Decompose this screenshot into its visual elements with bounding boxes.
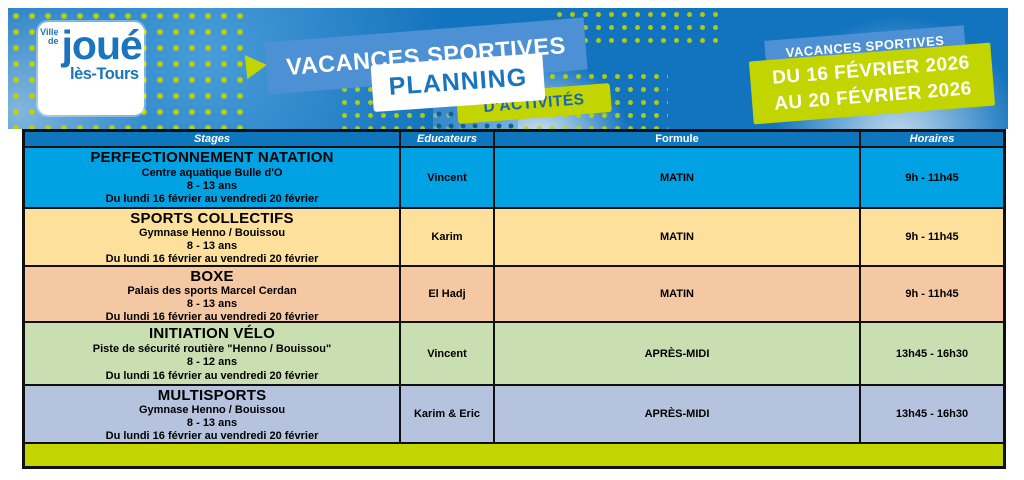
logo-top: Ville de joué bbox=[38, 22, 144, 69]
stage-location: Palais des sports Marcel Cerdan bbox=[127, 285, 297, 298]
stage-ages: 8 - 13 ans bbox=[186, 297, 238, 310]
logo-ville-de: Ville de bbox=[40, 27, 59, 47]
logo-de-label: de bbox=[48, 36, 59, 47]
stage-period: Du lundi 16 février au vendredi 20 févri… bbox=[105, 310, 319, 323]
stage-ages: 8 - 13 ans bbox=[186, 239, 238, 252]
header-banner: Ville de joué lès-Tours VACANCES SPORTIV… bbox=[8, 8, 1008, 129]
horaires-cell: 13h45 - 16h30 bbox=[861, 386, 1003, 442]
stage-location: Centre aquatique Bulle d'O bbox=[141, 166, 283, 179]
educator-cell: Karim bbox=[401, 209, 493, 265]
stage-ages: 8 - 13 ans bbox=[186, 416, 238, 429]
formule-cell: MATIN bbox=[495, 209, 859, 265]
logo-ville-label: Ville bbox=[40, 27, 59, 37]
stage-title: PERFECTIONNEMENT NATATION bbox=[90, 149, 334, 167]
stage-cell: PERFECTIONNEMENT NATATION Centre aquatiq… bbox=[25, 148, 399, 207]
stage-title: INITIATION VÉLO bbox=[148, 324, 276, 342]
column-header-educateurs: Educateurs bbox=[401, 132, 493, 146]
stage-cell: BOXE Palais des sports Marcel Cerdan 8 -… bbox=[25, 267, 399, 323]
stage-cell: SPORTS COLLECTIFS Gymnase Henno / Bouiss… bbox=[25, 209, 399, 265]
stage-cell: MULTISPORTS Gymnase Henno / Bouissou 8 -… bbox=[25, 386, 399, 442]
column-header-horaires: Horaires bbox=[861, 132, 1003, 146]
logo-city-name: joué bbox=[61, 22, 143, 69]
horaires-cell: 9h - 11h45 bbox=[861, 267, 1003, 321]
stage-ages: 8 - 12 ans bbox=[186, 356, 238, 369]
column-header-formule: Formule bbox=[495, 132, 859, 146]
stage-location: Piste de sécurité routière "Henno / Boui… bbox=[92, 342, 332, 355]
logo-city-suffix: lès-Tours bbox=[70, 64, 139, 83]
stage-title: SPORTS COLLECTIFS bbox=[130, 210, 294, 227]
horaires-cell: 13h45 - 16h30 bbox=[861, 323, 1003, 384]
horaires-cell: 9h - 11h45 bbox=[861, 209, 1003, 265]
stage-location: Gymnase Henno / Bouissou bbox=[138, 227, 286, 240]
formule-cell: APRÈS-MIDI bbox=[495, 323, 859, 384]
stage-title: BOXE bbox=[190, 268, 234, 285]
stage-location: Gymnase Henno / Bouissou bbox=[138, 404, 286, 417]
planning-table: Stages Educateurs Formule Horaires PERFE… bbox=[22, 129, 1006, 469]
city-logo: Ville de joué lès-Tours bbox=[38, 22, 144, 115]
stage-title: MULTISPORTS bbox=[157, 387, 267, 404]
table-bottom-bar bbox=[25, 444, 1003, 466]
stage-period: Du lundi 16 février au vendredi 20 févri… bbox=[105, 429, 319, 442]
banner-planning: PLANNING bbox=[387, 63, 529, 101]
stage-period: Du lundi 16 février au vendredi 20 févri… bbox=[105, 252, 319, 265]
educator-cell: Karim & Eric bbox=[401, 386, 493, 442]
formule-cell: APRÈS-MIDI bbox=[495, 386, 859, 442]
column-header-stages: Stages bbox=[25, 132, 399, 146]
educator-cell: Vincent bbox=[401, 148, 493, 207]
formule-cell: MATIN bbox=[495, 267, 859, 321]
formule-cell: MATIN bbox=[495, 148, 859, 207]
stage-period: Du lundi 16 février au vendredi 20 févri… bbox=[105, 369, 319, 382]
stage-cell: INITIATION VÉLO Piste de sécurité routiè… bbox=[25, 323, 399, 384]
stage-period: Du lundi 16 février au vendredi 20 févri… bbox=[105, 192, 319, 205]
stage-ages: 8 - 13 ans bbox=[186, 179, 238, 192]
horaires-cell: 9h - 11h45 bbox=[861, 148, 1003, 207]
educator-cell: Vincent bbox=[401, 323, 493, 384]
educator-cell: El Hadj bbox=[401, 267, 493, 321]
